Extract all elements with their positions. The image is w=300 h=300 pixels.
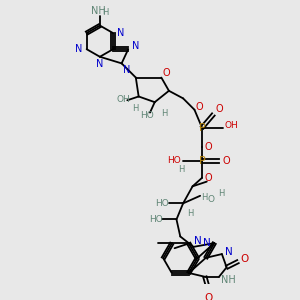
Text: H: H bbox=[188, 209, 194, 218]
Text: N: N bbox=[225, 247, 232, 257]
Text: OH: OH bbox=[117, 95, 130, 104]
Text: N: N bbox=[203, 238, 211, 248]
Text: N: N bbox=[194, 236, 202, 246]
Text: N: N bbox=[96, 59, 103, 69]
Text: N: N bbox=[75, 44, 83, 54]
Text: O: O bbox=[205, 292, 213, 300]
Text: P: P bbox=[199, 156, 206, 166]
Text: O: O bbox=[205, 142, 212, 152]
Text: NH: NH bbox=[221, 274, 236, 285]
Text: N: N bbox=[117, 28, 124, 38]
Text: O: O bbox=[205, 173, 212, 183]
Text: OH: OH bbox=[224, 121, 238, 130]
Text: P: P bbox=[199, 123, 206, 133]
Text: O: O bbox=[162, 68, 170, 78]
Text: O: O bbox=[208, 195, 215, 204]
Text: O: O bbox=[215, 104, 223, 114]
Text: H: H bbox=[102, 8, 109, 17]
Text: N: N bbox=[132, 41, 140, 51]
Text: HO: HO bbox=[167, 156, 181, 165]
Text: H: H bbox=[178, 165, 184, 174]
Text: H: H bbox=[201, 193, 207, 202]
Text: HO: HO bbox=[149, 215, 163, 224]
Text: H: H bbox=[218, 189, 224, 198]
Text: O: O bbox=[223, 156, 230, 166]
Text: HO: HO bbox=[140, 111, 154, 120]
Text: O: O bbox=[241, 254, 249, 264]
Text: H: H bbox=[133, 104, 139, 113]
Text: O: O bbox=[195, 102, 203, 112]
Text: HO: HO bbox=[155, 199, 169, 208]
Text: H: H bbox=[161, 109, 167, 118]
Text: N: N bbox=[123, 65, 130, 75]
Text: NH: NH bbox=[91, 6, 105, 16]
